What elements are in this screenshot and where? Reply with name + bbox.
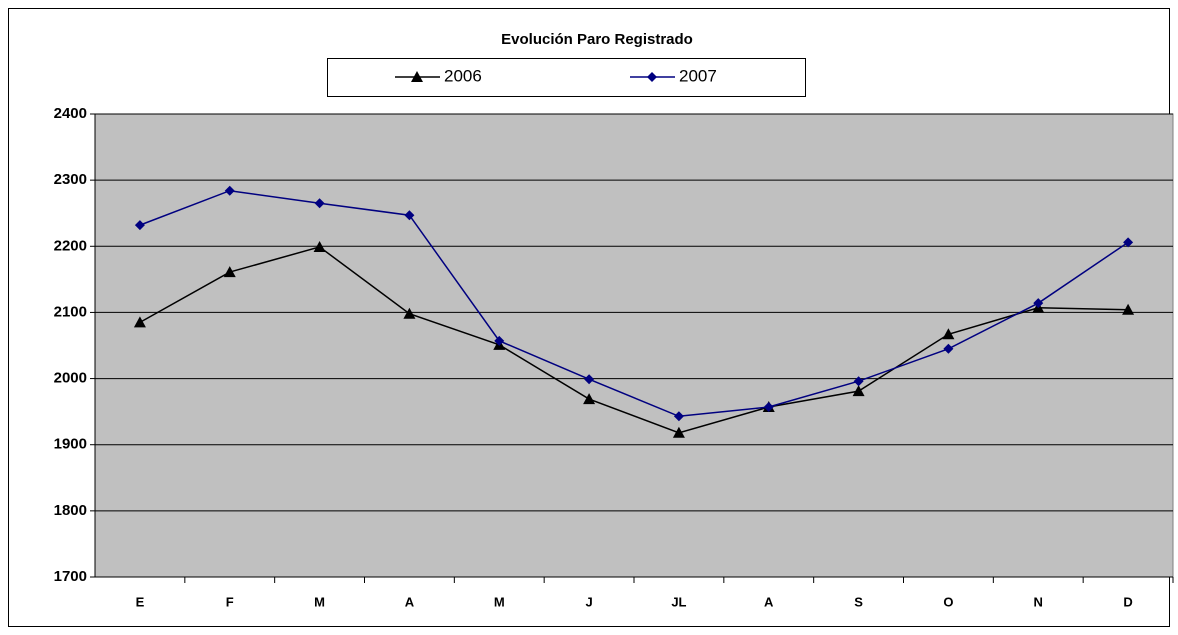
marker <box>763 402 774 413</box>
marker <box>494 335 505 346</box>
marker <box>224 185 235 196</box>
marker <box>673 411 684 422</box>
y-tick-label: 2200 <box>54 237 87 254</box>
marker <box>943 343 954 354</box>
marker <box>223 266 236 278</box>
x-tick-label: N <box>1034 594 1043 609</box>
marker <box>583 393 596 405</box>
y-tick-label: 2300 <box>54 171 87 188</box>
chart-title: Evolución Paro Registrado <box>501 31 693 48</box>
y-tick-label: 1700 <box>54 568 87 585</box>
x-tick-label: JL <box>671 594 686 609</box>
legend-label: 2007 <box>679 66 717 85</box>
marker <box>853 376 864 387</box>
y-tick-label: 2400 <box>54 105 87 122</box>
marker <box>584 374 595 385</box>
marker <box>404 210 415 221</box>
marker <box>1033 298 1044 309</box>
legend-label: 2006 <box>444 66 482 85</box>
marker <box>133 316 146 328</box>
marker <box>942 328 955 340</box>
x-tick-label: S <box>854 594 863 609</box>
marker <box>1123 237 1134 248</box>
marker <box>134 220 145 231</box>
x-tick-label: A <box>764 594 774 609</box>
x-tick-label: J <box>585 594 592 609</box>
series-line <box>139 246 1129 434</box>
marker <box>314 198 325 209</box>
series-line <box>139 189 1129 418</box>
legend-marker <box>647 72 657 82</box>
marker <box>1122 303 1135 315</box>
marker <box>403 307 416 319</box>
y-tick-label: 1900 <box>54 436 87 453</box>
x-tick-label: A <box>405 594 415 609</box>
x-tick-label: M <box>494 594 505 609</box>
x-tick-label: M <box>314 594 325 609</box>
plot-area <box>94 113 1174 578</box>
x-tick-label: O <box>943 594 953 609</box>
y-tick-label: 1800 <box>54 502 87 519</box>
x-tick-label: F <box>226 594 234 609</box>
marker <box>672 426 685 438</box>
x-tick-label: E <box>136 594 145 609</box>
x-tick-label: D <box>1123 594 1132 609</box>
y-tick-label: 2100 <box>54 303 87 320</box>
legend-marker <box>411 71 423 82</box>
marker <box>852 385 865 397</box>
y-tick-label: 2000 <box>54 370 87 387</box>
marker <box>313 240 326 252</box>
